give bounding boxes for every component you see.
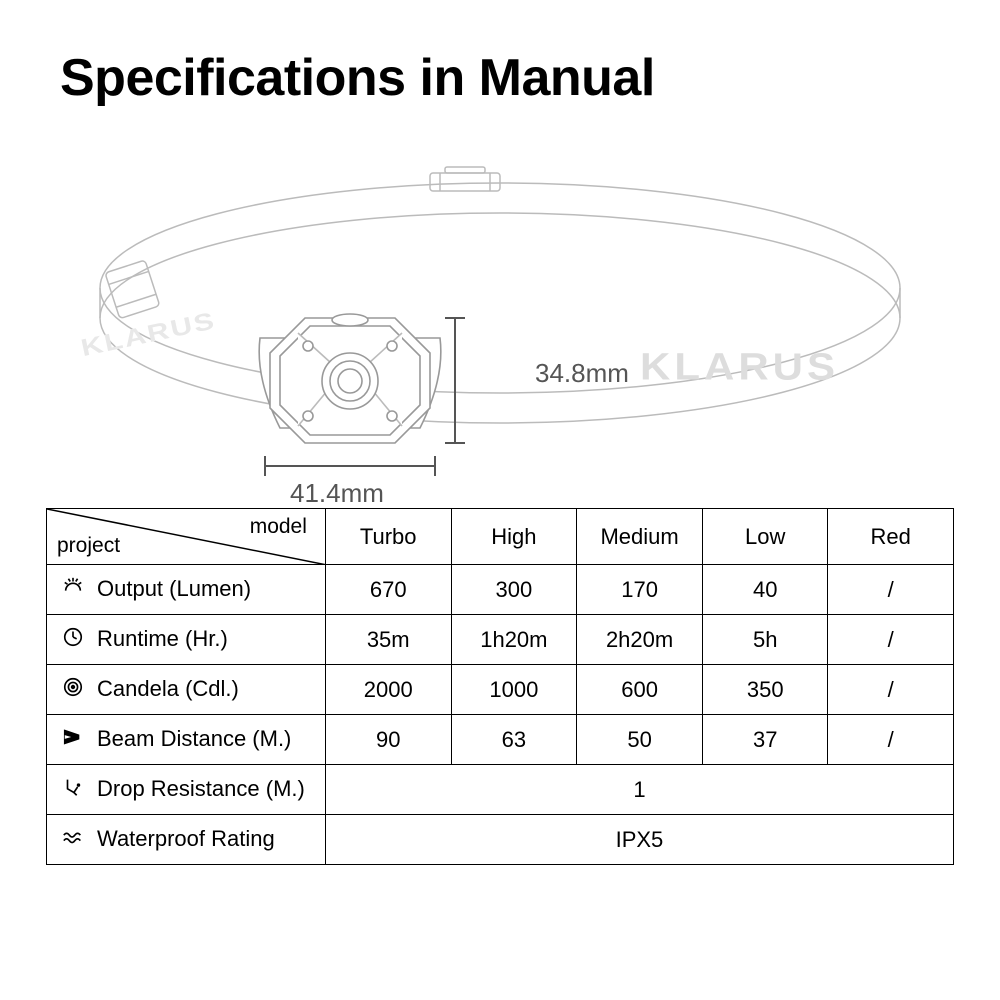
row-label-text: Waterproof Rating [97,827,275,852]
value-cell: / [828,665,954,715]
value-cell: 670 [325,565,451,615]
value-cell: 170 [577,565,703,615]
value-cell: / [828,565,954,615]
value-cell: 50 [577,715,703,765]
page-title: Specifications in Manual [0,0,1000,118]
value-cell: 5h [702,615,828,665]
row-label-text: Runtime (Hr.) [97,627,228,652]
value-cell: 300 [451,565,577,615]
row-label-cell: Candela (Cdl.) [47,665,326,715]
row-label-cell: Waterproof Rating [47,815,326,865]
value-cell: 63 [451,715,577,765]
value-cell: / [828,615,954,665]
value-cell: 1000 [451,665,577,715]
value-cell: 35m [325,615,451,665]
value-cell: 90 [325,715,451,765]
dimension-height: 34.8mm [535,358,629,389]
row-label-text: Drop Resistance (M.) [97,777,305,802]
dimension-width: 41.4mm [290,478,384,509]
value-cell: 37 [702,715,828,765]
spec-table: model project Turbo High Medium Low Red … [46,508,954,865]
value-cell: 2h20m [577,615,703,665]
water-icon [59,826,87,854]
header-corner-cell: model project [47,509,326,565]
value-cell: 2000 [325,665,451,715]
value-cell: 40 [702,565,828,615]
table-row: Drop Resistance (M.) 1 [47,765,954,815]
product-diagram: KLARUS KLARUS 34.8mm 41.4mm [60,118,940,488]
header-model-label: model [250,515,307,539]
table-row: Candela (Cdl.) 20001000600350/ [47,665,954,715]
spanned-value-cell: 1 [325,765,953,815]
brand-text-right: KLARUS [640,345,839,388]
spanned-value-cell: IPX5 [325,815,953,865]
row-label-cell: Drop Resistance (M.) [47,765,326,815]
drop-icon [59,776,87,804]
value-cell: 1h20m [451,615,577,665]
row-label-cell: Runtime (Hr.) [47,615,326,665]
row-label-text: Candela (Cdl.) [97,677,239,702]
row-label-cell: Beam Distance (M.) [47,715,326,765]
table-row: Waterproof Rating IPX5 [47,815,954,865]
table-row: Beam Distance (M.) 90635037/ [47,715,954,765]
target-icon [59,676,87,704]
table-row: Runtime (Hr.) 35m1h20m2h20m5h/ [47,615,954,665]
row-label-text: Output (Lumen) [97,577,251,602]
row-label-cell: Output (Lumen) [47,565,326,615]
header-project-label: project [57,534,120,558]
table-row: Output (Lumen) 67030017040/ [47,565,954,615]
value-cell: 600 [577,665,703,715]
beam-icon [59,726,87,754]
sun-icon [59,576,87,604]
clock-icon [59,626,87,654]
row-label-text: Beam Distance (M.) [97,727,291,752]
value-cell: / [828,715,954,765]
value-cell: 350 [702,665,828,715]
